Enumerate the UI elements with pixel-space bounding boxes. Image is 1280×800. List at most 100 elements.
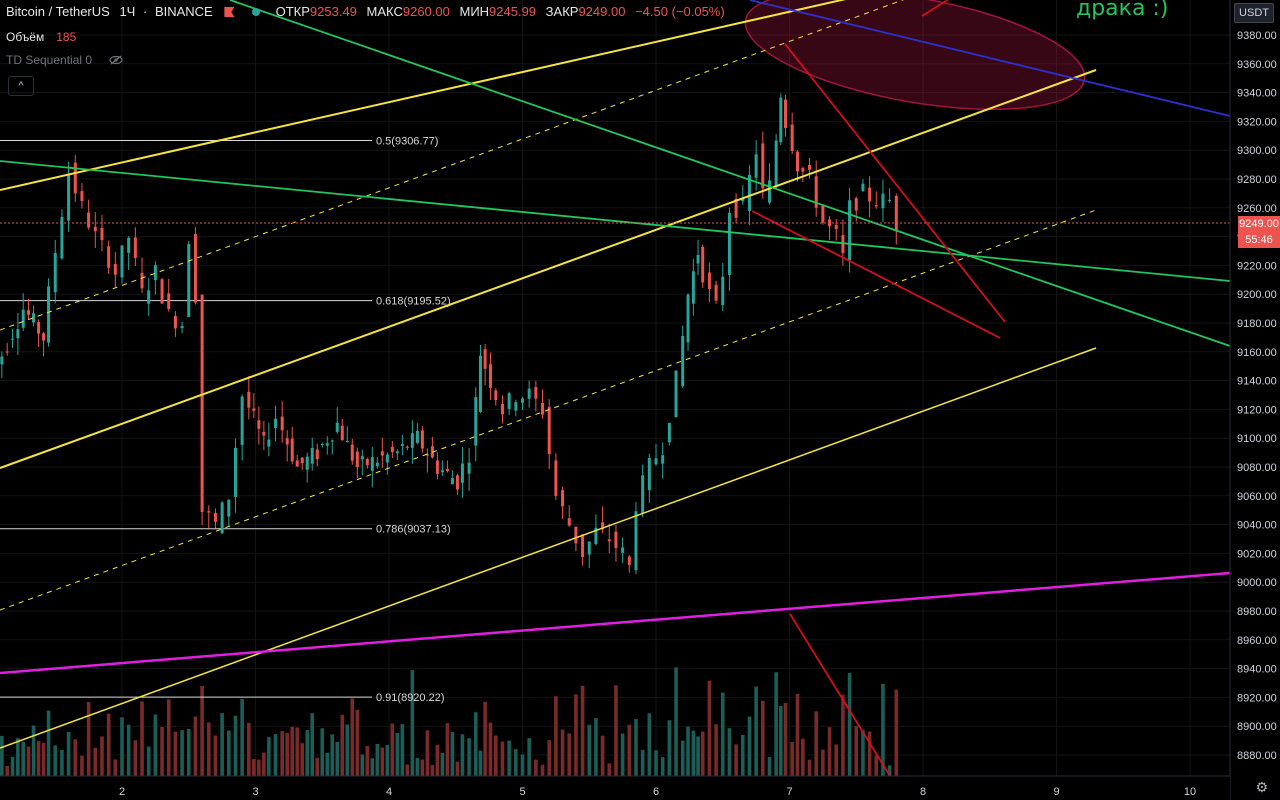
time-tick-label: 4	[386, 786, 392, 798]
volume-bar	[488, 722, 493, 776]
candle-body	[561, 490, 565, 507]
time-scale-labels: 2 3 4 5 6 7 8 9 10	[119, 786, 1196, 798]
red-arrow-line[interactable]	[921, 0, 960, 17]
volume-bar	[355, 709, 360, 776]
candle-body	[127, 237, 131, 253]
interval-label: 1Ч	[119, 4, 136, 19]
candle-body	[325, 443, 329, 446]
candle-body	[455, 475, 459, 490]
candle-body	[534, 387, 538, 399]
bar-countdown-tag: 55:46	[1238, 232, 1280, 248]
volume-bar	[285, 732, 290, 776]
open-value: 9253.49	[309, 4, 357, 19]
green-support-line[interactable]	[0, 160, 1231, 282]
channel-dashed-lower[interactable]	[0, 209, 1097, 611]
volume-bar	[821, 749, 825, 776]
candle-body	[607, 539, 611, 542]
channel-mid-line[interactable]	[0, 69, 1097, 469]
currency-button[interactable]: USDT	[1234, 3, 1274, 23]
volume-bar	[520, 754, 525, 776]
annotation-text[interactable]: драка :)	[1076, 0, 1169, 21]
candle-body	[47, 286, 51, 343]
flag-icon[interactable]	[224, 7, 235, 17]
candle-body	[641, 475, 645, 514]
volume-bar	[500, 741, 505, 776]
highlight-ellipse[interactable]	[737, 0, 1094, 131]
candle-body	[814, 176, 818, 208]
volume-bar	[146, 746, 151, 776]
channel-upper-line[interactable]	[0, 0, 930, 191]
volume-bar	[700, 731, 705, 776]
candle-body	[42, 333, 46, 341]
red-wedge-upper[interactable]	[784, 43, 1006, 323]
volume-bar	[634, 718, 638, 776]
volume-label: Объём	[6, 30, 45, 44]
price-tick-label: 9380.00	[1237, 30, 1277, 42]
volume-bar	[894, 689, 899, 776]
blue-trend-line[interactable]	[749, 0, 1231, 117]
volume-bar	[126, 724, 131, 776]
volume-bar	[247, 722, 251, 776]
candle-body	[252, 408, 256, 411]
td-sequential-legend[interactable]: TD Sequential 0	[6, 53, 124, 67]
candle-body	[93, 226, 97, 232]
candle-body	[153, 265, 157, 281]
low-value: 9245.99	[489, 4, 537, 19]
open-label: ОТКР	[275, 4, 310, 19]
volume-bar	[86, 702, 91, 776]
volume-bar	[801, 738, 805, 776]
volume-bar	[370, 758, 375, 776]
candle-body	[474, 397, 478, 446]
candle-body	[894, 195, 898, 231]
time-tick-label: 9	[1053, 786, 1059, 798]
volume-indicator-legend[interactable]: Объём 185	[6, 30, 76, 44]
candle-body	[257, 420, 261, 429]
candle-body	[315, 449, 319, 460]
volume-bar	[761, 700, 765, 776]
volume-bar	[186, 728, 191, 776]
gear-icon[interactable]: ⚙	[1255, 779, 1268, 795]
collapse-legend-button[interactable]: ^	[8, 76, 34, 96]
symbol-name[interactable]: Bitcoin / TetherUS	[6, 4, 110, 19]
hidden-eye-icon[interactable]	[109, 55, 124, 65]
candle-body	[16, 329, 20, 339]
price-tick-label: 9060.00	[1237, 491, 1277, 503]
candle-body	[541, 402, 545, 415]
volume-bar	[614, 685, 618, 776]
green-trend-line[interactable]	[229, 0, 1231, 347]
volume-bar	[754, 686, 758, 776]
candle-body	[627, 556, 631, 566]
red-projection-line[interactable]	[789, 613, 891, 777]
volume-bar	[734, 744, 738, 776]
candle-body	[435, 460, 439, 474]
drawings[interactable]	[0, 0, 1231, 777]
candle-body	[647, 457, 651, 491]
candle-body	[405, 446, 409, 448]
volume-bar	[240, 698, 244, 776]
volume-bar	[430, 764, 435, 776]
volume-bar	[435, 744, 440, 776]
volume-bar	[257, 759, 261, 776]
candle-body	[133, 237, 137, 258]
volume-bar	[714, 724, 718, 776]
channel-lower-line[interactable]	[0, 347, 1097, 749]
candle-body	[521, 398, 524, 403]
candle-body	[395, 451, 399, 454]
volume-value: 185	[56, 30, 77, 44]
candle-body	[113, 263, 117, 275]
time-axis[interactable]	[0, 776, 1230, 800]
volume-bar	[534, 759, 538, 776]
volume-bar	[473, 712, 478, 776]
price-axis[interactable]	[1230, 0, 1280, 800]
candle-body	[0, 356, 4, 365]
close-value: 9249.00	[578, 4, 626, 19]
candle-body	[73, 162, 77, 194]
magenta-trend-line[interactable]	[0, 571, 1231, 675]
candle-body	[415, 430, 419, 443]
volume-bar	[120, 717, 124, 776]
volume-bar	[335, 741, 340, 776]
red-wedge-lower[interactable]	[751, 210, 1001, 339]
price-tick-label: 9160.00	[1237, 347, 1277, 359]
candle-body	[375, 462, 379, 467]
